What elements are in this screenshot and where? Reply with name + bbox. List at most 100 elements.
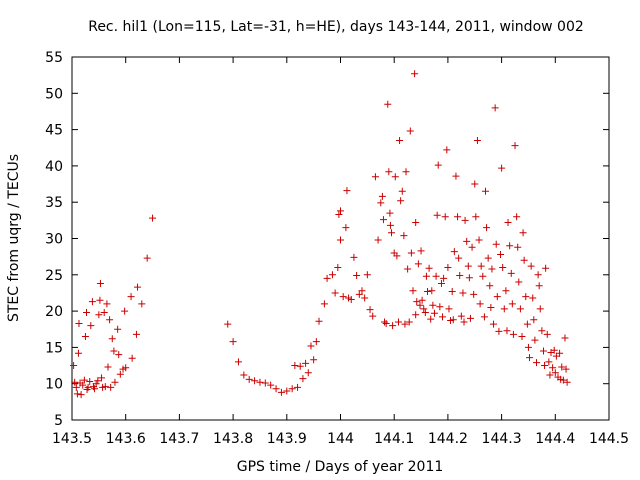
y-tick-label: 25 (45, 268, 63, 284)
data-point (355, 290, 363, 298)
data-point (535, 282, 543, 290)
data-point (530, 316, 538, 324)
data-point (444, 264, 452, 272)
data-point (506, 242, 514, 250)
data-point (422, 272, 430, 280)
x-tick-label: 143.7 (159, 431, 199, 447)
data-point (394, 318, 402, 326)
data-point (519, 229, 527, 237)
data-point (386, 209, 394, 217)
data-point (536, 305, 544, 313)
data-point (104, 363, 112, 371)
data-point (251, 377, 259, 385)
data-point (541, 362, 549, 370)
x-tick-label: 143.6 (106, 431, 146, 447)
data-point (534, 271, 542, 279)
data-point (529, 294, 537, 302)
data-point (386, 221, 394, 229)
data-point (436, 303, 444, 311)
data-point (350, 253, 358, 261)
data-point (524, 343, 532, 351)
data-point (549, 364, 557, 372)
data-point (88, 298, 96, 306)
data-point (127, 293, 135, 301)
data-point (307, 342, 315, 350)
data-point (473, 136, 481, 144)
data-point (470, 290, 478, 298)
data-point (73, 390, 81, 398)
data-point (302, 359, 310, 367)
data-point (413, 298, 421, 306)
x-tick-label: 144.5 (589, 431, 629, 447)
data-point (404, 265, 412, 273)
data-point (110, 347, 118, 355)
data-point (508, 300, 516, 308)
data-point (546, 371, 554, 379)
data-point (398, 187, 406, 195)
data-point (412, 219, 420, 227)
data-point (331, 289, 339, 297)
data-point (291, 362, 299, 370)
data-point (476, 300, 484, 308)
x-axis-ticks: 143.5 143.6 143.7 143.8 143.9 144 144.1 144.2 14… (52, 57, 629, 447)
data-point (94, 377, 102, 385)
data-point (96, 296, 104, 304)
data-point (411, 70, 419, 78)
data-point (377, 199, 385, 207)
data-point (491, 104, 499, 112)
data-point (323, 274, 331, 282)
data-point (363, 271, 371, 279)
data-point (461, 216, 469, 224)
data-point (294, 383, 302, 391)
data-point (245, 375, 253, 383)
data-point (312, 338, 320, 346)
data-point (107, 383, 115, 391)
data-point (516, 305, 524, 313)
data-point (523, 320, 531, 328)
data-point (514, 243, 522, 251)
data-point (92, 380, 100, 388)
data-point (328, 271, 336, 279)
data-point (283, 387, 291, 395)
data-point (456, 272, 464, 280)
data-point (402, 168, 410, 176)
data-point (492, 240, 500, 248)
data-point (409, 287, 417, 295)
data-point (272, 385, 280, 393)
data-point (484, 254, 492, 262)
data-point (513, 213, 521, 221)
data-point (500, 305, 508, 313)
data-point (335, 211, 343, 219)
data-point (84, 383, 92, 391)
data-point (343, 187, 351, 195)
data-point (454, 213, 462, 221)
data-point (465, 274, 473, 282)
data-point (81, 333, 89, 341)
data-point (427, 315, 435, 323)
data-point (423, 287, 431, 295)
data-point (551, 369, 559, 377)
data-point (229, 338, 237, 346)
data-points (70, 70, 571, 399)
data-point (71, 378, 79, 386)
data-point (559, 376, 567, 384)
data-point (101, 383, 109, 391)
data-point (445, 305, 453, 313)
data-point (503, 327, 511, 335)
data-point (347, 295, 355, 303)
data-point (149, 214, 157, 222)
data-point (396, 136, 404, 144)
data-point (337, 207, 344, 215)
data-point (337, 236, 344, 244)
x-tick-label: 144.4 (535, 431, 575, 447)
data-point (550, 346, 558, 354)
data-point (433, 211, 441, 219)
data-point (382, 319, 390, 327)
data-point (507, 269, 515, 277)
data-point (542, 264, 550, 272)
data-point (384, 100, 392, 108)
data-point (288, 385, 296, 393)
data-point (79, 381, 87, 389)
data-point (334, 264, 342, 272)
data-point (515, 278, 523, 286)
